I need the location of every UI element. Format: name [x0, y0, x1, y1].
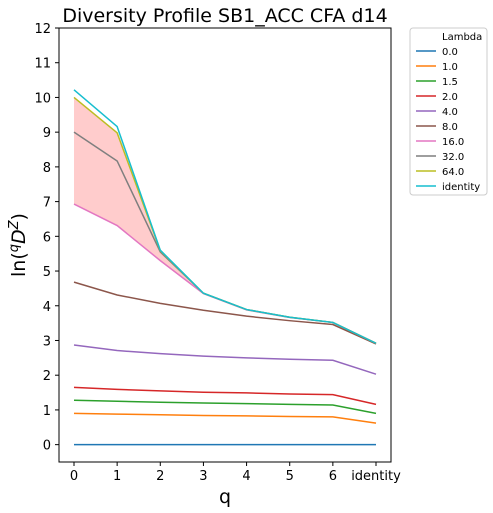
y-tick-label: 3 [43, 334, 51, 349]
series-line-4.0 [73, 344, 377, 375]
y-axis-label: ln(qDZ) [7, 213, 31, 277]
series-line-1.0 [73, 412, 377, 424]
x-tick-label: 4 [242, 469, 250, 484]
legend-label: 32.0 [442, 152, 464, 163]
legend-label: 8.0 [442, 122, 458, 133]
legend-label: 2.0 [442, 92, 458, 103]
y-tick-label: 8 [43, 161, 51, 176]
series-line-identity [73, 89, 377, 344]
legend-label: 64.0 [442, 167, 464, 178]
y-tick-label: 10 [34, 91, 51, 106]
y-tick-label: 2 [43, 369, 51, 384]
series-lines [73, 89, 377, 446]
x-axis-ticks: 0 1 2 3 4 5 6 identity [70, 462, 401, 484]
x-tick-label: 6 [329, 469, 337, 484]
y-label-sup2: Z [7, 219, 22, 230]
y-label-main: D [8, 229, 30, 244]
legend-label: 16.0 [442, 137, 464, 148]
legend-items: 0.0 1.0 1.5 2.0 4.0 8.0 16.0 32.0 64.0 identity [416, 47, 480, 193]
axes-frame [58, 27, 392, 463]
legend-label: identity [442, 182, 480, 193]
y-tick-label: 4 [43, 300, 51, 315]
legend-label: 4.0 [442, 107, 458, 118]
series-line-32.0 [73, 131, 377, 344]
x-tick-label: 2 [156, 469, 164, 484]
legend-label: 1.5 [442, 77, 458, 88]
x-axis-label: q [219, 486, 231, 508]
x-tick-label: identity [351, 469, 401, 484]
series-line-8.0 [73, 281, 377, 345]
series-line-1.5 [73, 399, 377, 415]
y-tick-label: 7 [43, 196, 51, 211]
chart-title: Diversity Profile SB1_ACC CFA d14 [62, 5, 387, 27]
x-tick-label: 0 [70, 469, 78, 484]
y-label-suffix: ) [8, 213, 30, 220]
legend-label: 0.0 [442, 47, 458, 58]
y-tick-label: 5 [43, 265, 51, 280]
y-label-prefix: ln( [8, 252, 30, 277]
x-tick-label: 5 [286, 469, 294, 484]
x-tick-label: 1 [113, 469, 121, 484]
y-tick-label: 9 [43, 126, 51, 141]
legend-label: 1.0 [442, 62, 458, 73]
range-band [74, 97, 376, 344]
legend-title: Lambda [442, 32, 482, 43]
x-tick-label: 3 [199, 469, 207, 484]
legend-box [409, 27, 488, 196]
y-tick-label: 6 [43, 230, 51, 245]
y-tick-label: 0 [43, 439, 51, 454]
y-tick-label: 11 [34, 57, 51, 72]
y-tick-label: 12 [34, 22, 51, 37]
y-label-sup: q [7, 244, 22, 252]
legend: Lambda 0.0 1.0 1.5 2.0 4.0 8.0 16.0 32.0 64.0 ide… [409, 27, 488, 196]
series-line-2.0 [73, 386, 377, 406]
y-tick-label: 1 [43, 404, 51, 419]
